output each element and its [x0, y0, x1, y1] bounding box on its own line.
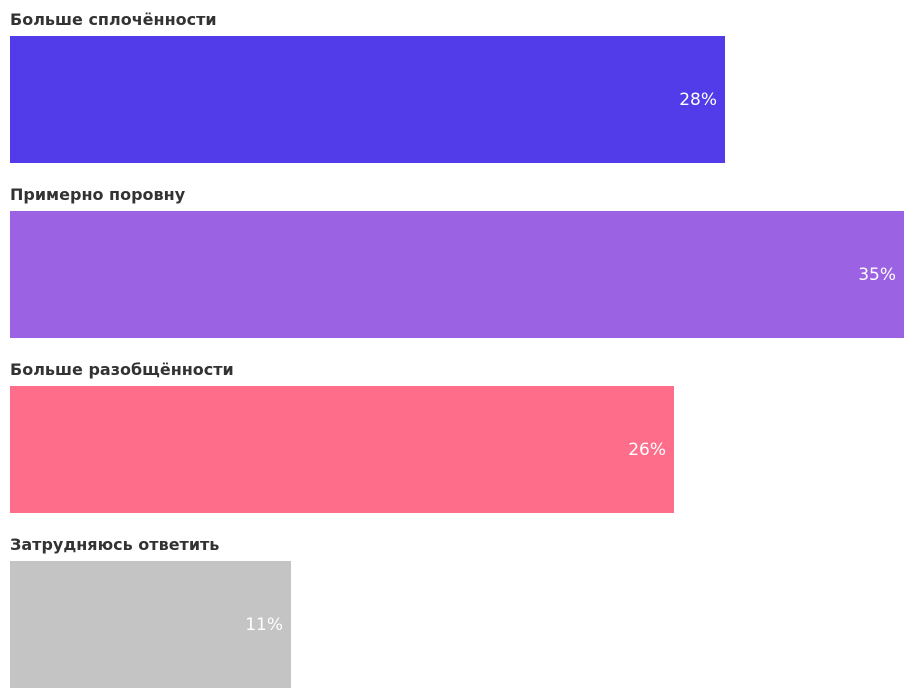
category-label: Больше сплочённости	[10, 10, 217, 29]
category-label: Больше разобщённости	[10, 360, 234, 379]
category-label: Затрудняюсь ответить	[10, 535, 220, 554]
data-label: 28%	[679, 89, 717, 110]
data-label: 11%	[245, 614, 283, 635]
bar: 11%	[10, 561, 291, 688]
bar: 35%	[10, 211, 904, 338]
bar: 26%	[10, 386, 674, 513]
data-label: 35%	[858, 264, 896, 285]
data-label: 26%	[628, 439, 666, 460]
bar: 28%	[10, 36, 725, 163]
category-label: Примерно поровну	[10, 185, 186, 204]
